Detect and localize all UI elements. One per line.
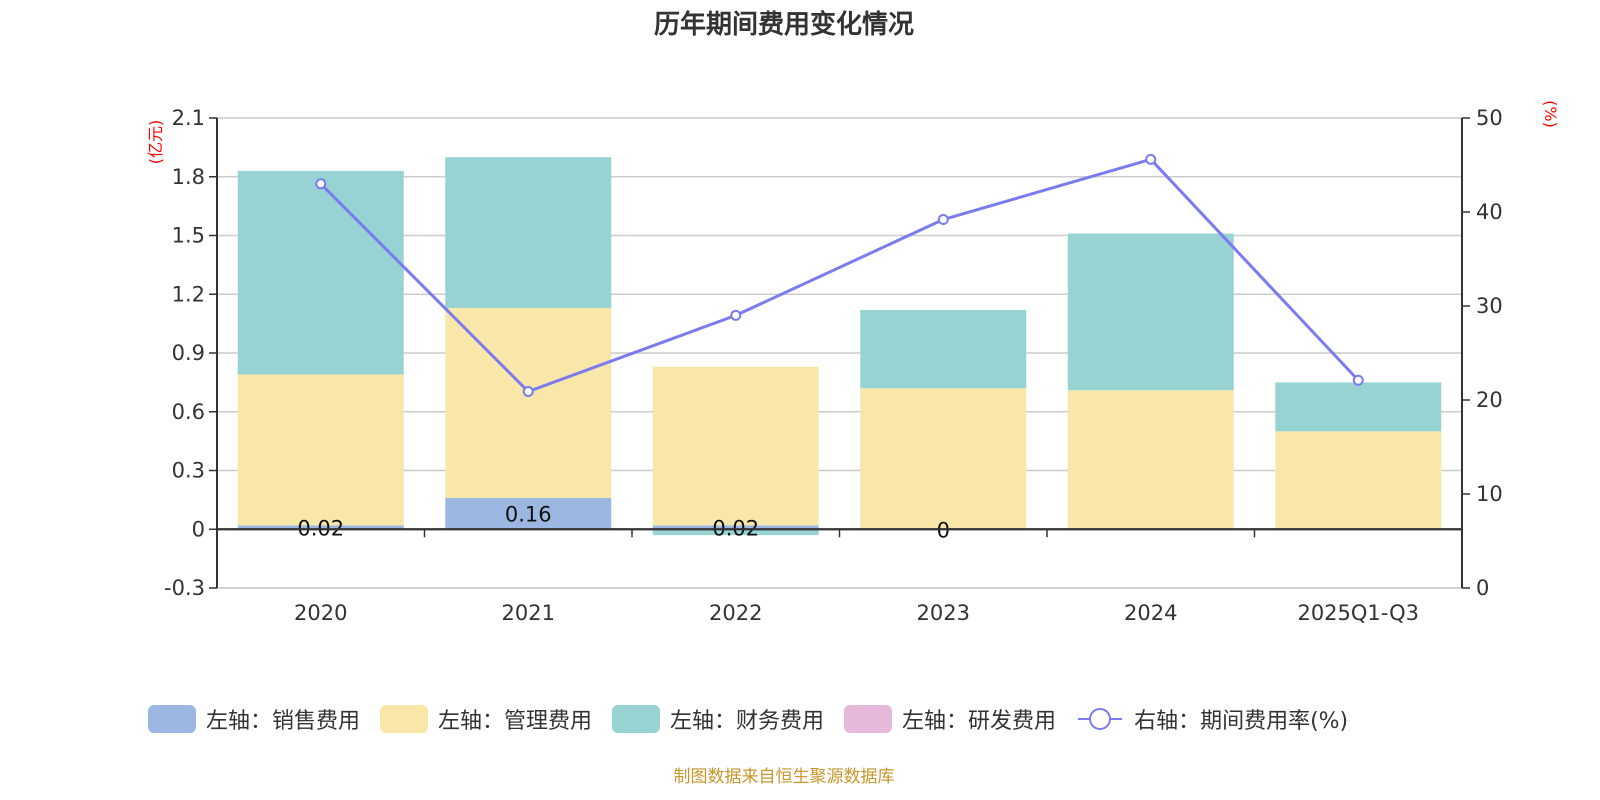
legend-item-rate[interactable]: 右轴：期间费用率(%) xyxy=(1076,703,1348,735)
bar-finance-2024 xyxy=(1067,233,1234,391)
right-tick-label: 40 xyxy=(1476,200,1503,224)
right-tick-label: 0 xyxy=(1476,576,1489,600)
bar-finance-2022 xyxy=(652,529,819,536)
grid-lines xyxy=(217,117,1462,589)
legend-item-sales[interactable]: 左轴：销售费用 xyxy=(148,703,360,735)
line-circle-icon xyxy=(1078,708,1123,730)
bars xyxy=(237,157,1442,536)
bar-admin-2025Q1-Q3 xyxy=(1275,431,1442,530)
data-source-note: 制图数据来自恒生聚源数据库 xyxy=(673,767,895,787)
rate-point-2025Q1-Q3 xyxy=(1352,374,1364,386)
left-tick-label: 0.6 xyxy=(172,400,205,424)
bar-sales-2021 xyxy=(445,497,612,530)
sales-swatch-icon xyxy=(148,705,196,733)
left-tick-label: 0.3 xyxy=(172,459,205,483)
axes: 2.1 1.8 1.5 1.2 0.9 0.6 0.3 0 -0.3 50 40 30 20 10 0 202… xyxy=(164,106,1503,625)
legend-label: 左轴：销售费用 xyxy=(206,709,361,734)
x-tick-label: 2022 xyxy=(709,601,762,625)
legend-label: 左轴：管理费用 xyxy=(438,709,593,734)
right-tick-label: 50 xyxy=(1476,106,1503,130)
rate-point-2022 xyxy=(730,309,742,321)
bar-finance-2020 xyxy=(237,170,404,375)
rate-point-2021 xyxy=(522,386,534,398)
legend-item-admin[interactable]: 左轴：管理费用 xyxy=(380,703,592,735)
left-tick-label: -0.3 xyxy=(164,576,205,600)
bar-sales-2020 xyxy=(237,525,404,530)
bar-admin-2021 xyxy=(445,307,612,498)
legend-label: 右轴：期间费用率(%) xyxy=(1134,709,1349,734)
right-tick-label: 30 xyxy=(1476,294,1503,318)
legend-item-rnd[interactable]: 左轴：研发费用 xyxy=(844,703,1056,735)
rate-point-2023 xyxy=(937,214,949,226)
left-tick-label: 1.5 xyxy=(172,224,205,248)
rate-polyline xyxy=(319,157,1360,394)
legend-label: 左轴：财务费用 xyxy=(670,709,825,734)
bar-admin-2023 xyxy=(860,388,1027,530)
bar-sales-2022 xyxy=(652,525,819,530)
left-tick-label: 0 xyxy=(192,517,205,541)
rate-point-2024 xyxy=(1145,153,1157,165)
bar-admin-2020 xyxy=(237,374,404,526)
bar-finance-2021 xyxy=(445,157,612,308)
finance-swatch-icon xyxy=(612,705,661,733)
x-tick-label: 2020 xyxy=(294,601,347,625)
left-tick-label: 1.8 xyxy=(172,165,205,189)
bar-labels: 0.020.160.020 xyxy=(217,503,1462,542)
chart-title: 历年期间费用变化情况 xyxy=(653,10,914,40)
right-tick-label: 10 xyxy=(1476,482,1503,506)
right-tick-label: 20 xyxy=(1476,388,1503,412)
expense-chart: 2.1 1.8 1.5 1.2 0.9 0.6 0.3 0 -0.3 50 40 30 20 10 0 202… xyxy=(146,100,1560,625)
right-axis-unit: (%) xyxy=(1541,100,1560,128)
x-tick-label: 2024 xyxy=(1124,601,1177,625)
left-tick-label: 1.2 xyxy=(172,282,205,306)
rate-line xyxy=(315,153,1364,398)
bar-finance-2023 xyxy=(860,309,1027,389)
left-tick-label: 2.1 xyxy=(172,106,205,130)
legend-label: 左轴：研发费用 xyxy=(902,709,1057,734)
admin-swatch-icon xyxy=(380,705,429,733)
x-tick-label: 2021 xyxy=(502,601,555,625)
bar-admin-2024 xyxy=(1067,390,1234,530)
rnd-swatch-icon xyxy=(844,705,893,733)
bar-finance-2025Q1-Q3 xyxy=(1275,382,1442,432)
left-axis-unit: (亿元) xyxy=(146,120,165,165)
sales-data-label: 0.16 xyxy=(505,503,552,527)
legend-item-finance[interactable]: 左轴：财务费用 xyxy=(612,703,824,735)
bar-admin-2022 xyxy=(652,366,819,526)
x-tick-label: 2023 xyxy=(917,601,970,625)
left-tick-label: 0.9 xyxy=(172,341,205,365)
x-tick-label: 2025Q1-Q3 xyxy=(1297,601,1419,625)
rate-point-2020 xyxy=(315,178,327,190)
legend: 左轴：销售费用 左轴：管理费用 左轴：财务费用 左轴：研发费用 右轴：期间费用率… xyxy=(148,703,1368,735)
